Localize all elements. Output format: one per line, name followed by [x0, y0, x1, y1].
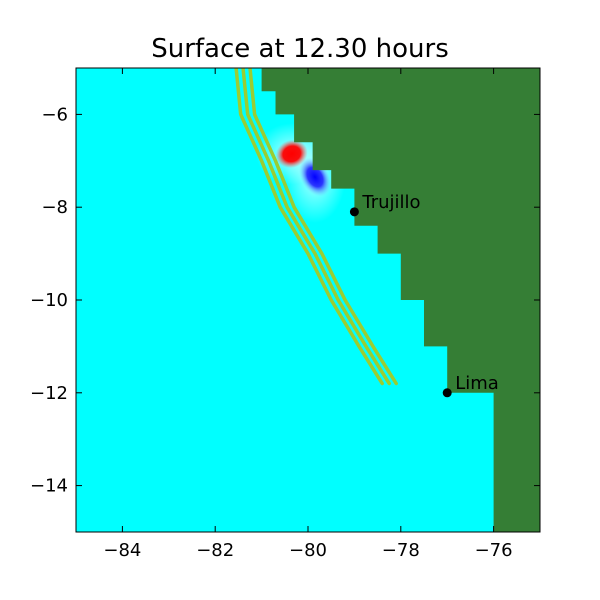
y-tick-label: −10 [30, 290, 68, 311]
land-area [261, 68, 540, 532]
x-tick-label: −84 [103, 540, 141, 561]
city-marker [349, 207, 359, 217]
x-tick-label: −82 [196, 540, 234, 561]
x-tick-label: −78 [382, 540, 420, 561]
city-label: Lima [455, 373, 499, 394]
contour-line [241, 68, 391, 386]
contour-lines [234, 68, 398, 386]
positive-anomaly [275, 139, 308, 169]
contour-line [234, 68, 384, 386]
x-axis: −84 −82 −80 −78 −76 [103, 68, 513, 561]
contour-line [248, 68, 398, 386]
y-tick-label: −6 [41, 104, 68, 125]
x-tick-label: −76 [475, 540, 513, 561]
x-tick-label: −80 [289, 540, 327, 561]
y-axis: −6 −8 −10 −12 −14 [30, 104, 540, 497]
y-tick-label: −8 [41, 197, 68, 218]
plot-title: Surface at 12.30 hours [151, 34, 449, 64]
y-tick-label: −14 [30, 476, 68, 497]
y-tick-label: −12 [30, 383, 68, 404]
city-marker [442, 388, 452, 398]
city-label: Trujillo [361, 192, 420, 213]
city-markers: Trujillo Lima [349, 192, 499, 398]
